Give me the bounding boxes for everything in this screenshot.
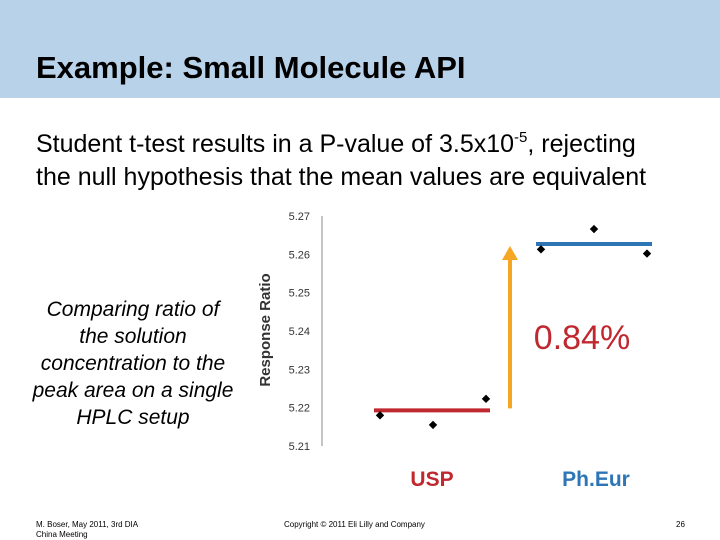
- body-text-part2: , rejecting the null hypothesis that the…: [36, 130, 647, 191]
- footer-author-line2: China Meeting: [36, 530, 88, 539]
- footer-author-line1: M. Boser, May 2011, 3rd DIA: [36, 520, 139, 529]
- category-label-usp: USP: [410, 468, 453, 491]
- data-point: [536, 245, 546, 254]
- data-point: [375, 411, 385, 420]
- data-point: [428, 420, 438, 430]
- difference-arrow-head: [502, 245, 518, 260]
- y-axis-label: Response Ratio: [257, 273, 274, 386]
- y-tick-label: 5.21: [289, 441, 310, 453]
- body-text-exponent: -5: [514, 129, 528, 146]
- y-tick-label: 5.24: [289, 326, 310, 338]
- data-point: [642, 249, 652, 258]
- body-text: Student t-test results in a P-value of 3…: [36, 128, 676, 194]
- y-tick-label: 5.27: [289, 211, 310, 223]
- percent-difference-label: 0.84%: [534, 319, 630, 357]
- category-label-pheur: Ph.Eur: [562, 468, 630, 491]
- slide-title: Example: Small Molecule API: [36, 50, 466, 85]
- title-bar: [0, 0, 720, 98]
- y-tick-label: 5.25: [289, 288, 310, 300]
- y-tick-label: 5.22: [289, 403, 310, 415]
- body-text-part1: Student t-test results in a P-value of 3…: [36, 130, 515, 158]
- data-point: [481, 394, 491, 404]
- y-tick-label: 5.26: [289, 249, 310, 261]
- footer-author: M. Boser, May 2011, 3rd DIA China Meeting: [36, 520, 138, 540]
- data-point: [589, 224, 599, 234]
- page-number: 26: [676, 520, 685, 529]
- side-note: Comparing ratio of the solution concentr…: [32, 298, 234, 429]
- y-tick-label: 5.23: [289, 364, 310, 376]
- footer-copyright: Copyright © 2011 Eli Lilly and Company: [284, 520, 425, 529]
